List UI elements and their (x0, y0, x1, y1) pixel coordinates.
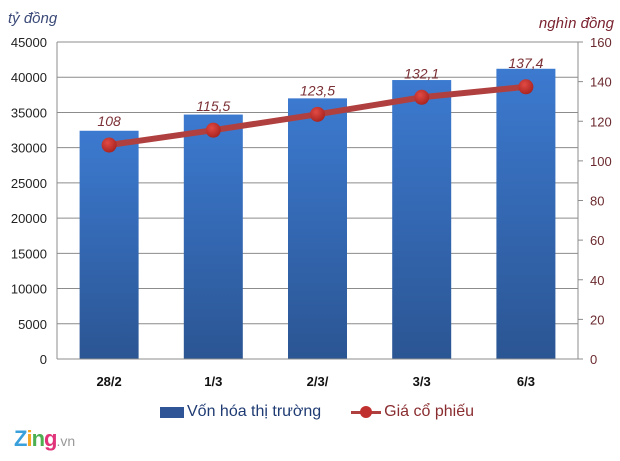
x-tick-label: 28/2 (96, 374, 121, 389)
y-right-tick-label: 60 (590, 233, 604, 248)
y-left-tick-label: 10000 (11, 282, 47, 297)
data-label: 108 (97, 113, 121, 129)
legend-label: Giá cổ phiếu (384, 403, 475, 420)
bar-series (79, 68, 556, 360)
y-right-tick-label: 100 (590, 154, 612, 169)
axes: 0 5000 10000 15000 20000 25000 30000 35000 40000… (11, 35, 612, 389)
bar (79, 130, 139, 359)
y-right-tick-label: 160 (590, 35, 612, 50)
line-series (101, 79, 534, 153)
y-right-tick-label: 40 (590, 273, 604, 288)
y-right-tick-label: 140 (590, 75, 612, 90)
line-marker-icon (414, 89, 430, 105)
data-labels: 108 115,5 123,5 132,1 137,4 (97, 55, 543, 129)
legend-item-share-price: Giá cổ phiếu (351, 403, 474, 421)
y-left-tick-label: 45000 (11, 35, 47, 50)
y-left-tick-label: 15000 (11, 246, 47, 261)
legend-item-market-cap: Vốn hóa thị trường (160, 403, 321, 421)
x-tick-label: 6/3 (517, 374, 535, 389)
y-right-tick-label: 20 (590, 312, 604, 327)
line-marker-icon (310, 106, 325, 122)
bar (183, 114, 243, 360)
data-label: 137,4 (508, 55, 543, 71)
bar (288, 98, 347, 359)
legend: Vốn hóa thị trường Giá cổ phiếu (160, 403, 474, 421)
x-tick-label: 2/3/ (307, 374, 329, 389)
y-right-tick-label: 120 (590, 114, 612, 129)
y-left-tick-label: 25000 (11, 176, 47, 191)
y-right-tick-label: 0 (590, 352, 597, 367)
right-axis-unit: nghìn đồng (538, 15, 614, 32)
y-left-tick-label: 20000 (11, 211, 47, 226)
bar (496, 68, 556, 359)
data-label: 132,1 (404, 65, 439, 81)
zing-logo: Zing.vn (14, 426, 76, 451)
legend-label: Vốn hóa thị trường (187, 403, 322, 420)
y-left-tick-label: 35000 (11, 105, 47, 120)
line-marker-icon (205, 122, 221, 138)
line-marker-icon (101, 137, 117, 153)
y-left-tick-label: 30000 (11, 141, 47, 156)
line-marker-swatch-icon (351, 406, 382, 418)
x-tick-label: 3/3 (413, 374, 431, 389)
y-left-tick-label: 5000 (18, 317, 47, 332)
left-axis-unit: tỷ đồng (8, 10, 58, 27)
y-right-tick-label: 80 (590, 194, 604, 209)
bar (392, 80, 452, 359)
y-left-tick-label: 40000 (11, 70, 47, 85)
x-tick-label: 1/3 (204, 374, 222, 389)
bar-swatch-icon (160, 406, 184, 418)
y-left-tick-label: 0 (40, 352, 47, 367)
data-label: 123,5 (300, 82, 335, 98)
line-marker-icon (518, 79, 534, 95)
data-label: 115,5 (196, 98, 230, 114)
